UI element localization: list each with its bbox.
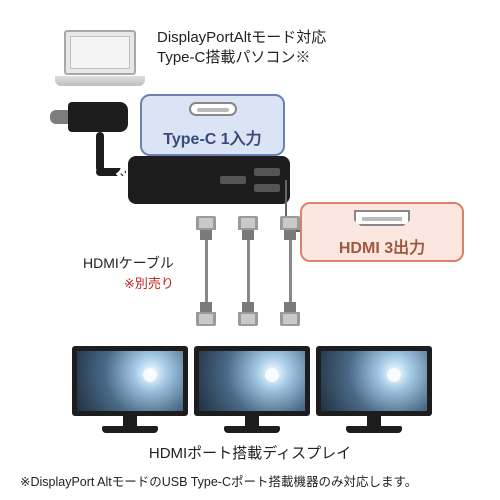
hdmi-cable-label-text: HDMIケーブル [83,255,174,271]
hdmi-cable-2 [238,216,258,342]
type-c-port-icon [189,102,237,116]
laptop-label-line1: DisplayPortAltモード対応 [157,29,326,46]
output-badge-text: HDMI 3出力 [302,234,462,258]
monitor-2 [194,346,310,433]
hdmi-cable-1 [196,216,216,342]
laptop-icon [55,30,145,90]
hdmi-port-icon [354,210,410,226]
input-badge: Type-C 1入力 [140,94,285,156]
hub-port-3 [220,176,246,184]
usb-c-plug-body [68,102,128,132]
laptop-label-line2: Type-C搭載パソコン※ [157,49,310,66]
monitors-label: HDMIポート搭載ディスプレイ [0,442,500,463]
cable-segment-1 [96,132,104,172]
hub-port-2 [254,184,280,192]
input-badge-text: Type-C 1入力 [142,125,283,149]
monitor-1 [72,346,188,433]
hub-port-1 [254,168,280,176]
hdmi-cable-note: ※別売り [124,276,174,291]
output-badge: HDMI 3出力 [300,202,464,262]
laptop-label: DisplayPortAltモード対応 Type-C搭載パソコン※ [157,28,326,69]
hub-body [128,156,290,204]
monitor-3 [316,346,432,433]
usb-c-plug-tip [50,110,70,124]
hdmi-cable-label: HDMIケーブル ※別売り [83,253,174,292]
footnote-text: ※DisplayPort AltモードのUSB Type-Cポート搭載機器のみ対… [20,471,417,490]
hdmi-cable-3 [280,216,300,342]
diagram-canvas: DisplayPortAltモード対応 Type-C搭載パソコン※ Type-C… [0,0,500,500]
